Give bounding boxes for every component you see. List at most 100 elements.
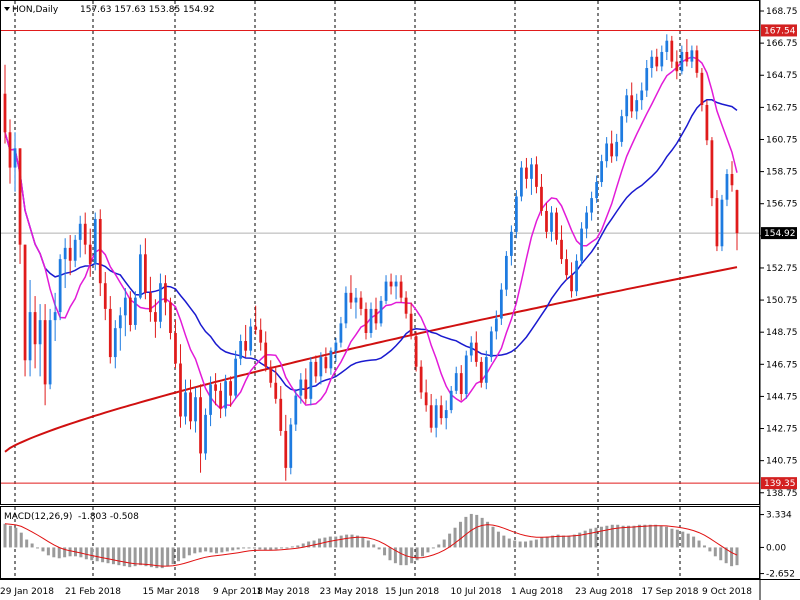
macd-bar: [106, 547, 110, 564]
candle-body: [439, 405, 443, 419]
candle-body: [259, 329, 263, 343]
macd-bar: [578, 532, 582, 548]
price-scale-label: 150.75: [766, 296, 798, 306]
macd-bar: [139, 547, 143, 566]
candle-body: [284, 430, 288, 468]
macd-bar: [155, 547, 159, 569]
macd-bar: [442, 539, 446, 548]
macd-bar: [464, 516, 468, 548]
macd-bar: [350, 534, 354, 548]
candle-body: [103, 283, 107, 309]
macd-bar: [220, 547, 224, 553]
candle-body: [610, 143, 614, 157]
candle-body: [304, 379, 308, 399]
candle-body: [730, 174, 734, 186]
macd-bar: [681, 531, 685, 548]
candle-body: [605, 143, 609, 162]
date-label: 1 May 2018: [257, 587, 310, 597]
macd-bar: [475, 514, 479, 548]
macd-bar: [556, 534, 560, 548]
macd-bar: [290, 546, 294, 548]
candle-body: [254, 326, 258, 330]
candle-body: [394, 281, 398, 287]
date-label: 9 Oct 2018: [702, 587, 752, 597]
candle-body: [550, 212, 553, 232]
macd-bar: [122, 547, 126, 567]
dropdown-arrow-icon[interactable]: [4, 7, 10, 11]
macd-scale-label: 0.00: [766, 543, 786, 553]
candle-body: [329, 350, 333, 369]
macd-bar: [209, 547, 213, 553]
price-scale-label: 156.75: [766, 200, 798, 210]
candle-body: [690, 50, 694, 62]
candle-body: [48, 320, 52, 385]
macd-bar: [258, 547, 262, 550]
candle-body: [33, 312, 37, 345]
macd-bar: [117, 547, 121, 566]
candle-body: [520, 167, 523, 197]
candle-body: [620, 116, 624, 142]
macd-bar: [621, 525, 625, 548]
candle-body: [735, 190, 739, 234]
macd-bar: [345, 534, 349, 548]
candle-body: [83, 223, 87, 245]
candle-body: [489, 331, 493, 358]
candle-body: [78, 223, 82, 240]
macd-values: -1.803 -0.508: [78, 512, 139, 522]
date-label: 21 Feb 2018: [65, 587, 121, 597]
macd-bar: [193, 547, 197, 554]
candle-body: [73, 239, 77, 261]
macd-bar: [8, 525, 12, 548]
candle-body: [650, 56, 654, 69]
macd-bar: [68, 547, 72, 557]
macd-bar: [301, 543, 305, 548]
macd-bar: [133, 547, 137, 567]
candle-body: [133, 297, 137, 325]
candle-body: [474, 342, 478, 362]
macd-bar: [317, 538, 321, 548]
candle-body: [28, 312, 32, 361]
candle-body: [23, 244, 27, 361]
macd-bar: [632, 525, 636, 548]
candle-body: [665, 40, 669, 52]
macd-bar: [561, 535, 565, 548]
macd-bar: [63, 547, 67, 558]
price-scale-label: 148.75: [766, 328, 798, 338]
macd-bar: [263, 547, 267, 551]
candle-body: [570, 275, 573, 292]
macd-bar: [545, 536, 549, 548]
candle-body: [389, 281, 393, 287]
macd-bar: [670, 528, 674, 548]
macd-bar: [524, 541, 528, 548]
candle-body: [63, 247, 67, 260]
macd-bar: [735, 547, 739, 566]
candle-body: [685, 51, 689, 62]
candle-body: [93, 218, 97, 264]
macd-bar: [79, 547, 83, 558]
macd-bar: [643, 524, 647, 548]
macd-bar: [383, 547, 387, 556]
candle-body: [379, 300, 383, 324]
candle-body: [274, 382, 278, 399]
candle-body: [53, 312, 57, 321]
candle-body: [264, 342, 268, 367]
candle-body: [164, 283, 167, 303]
price-scale-label: 142.75: [766, 425, 798, 435]
price-scale-label: 158.75: [766, 168, 798, 178]
candle-body: [199, 397, 202, 454]
candle-body: [504, 255, 508, 290]
candle-body: [700, 72, 704, 105]
macd-bar: [610, 524, 614, 548]
candle-body: [590, 198, 593, 213]
macd-bar: [280, 547, 284, 549]
candle-body: [705, 104, 709, 141]
candle-body: [615, 141, 619, 157]
macd-bar: [285, 547, 289, 549]
candle-body: [530, 164, 533, 179]
candle-body: [640, 90, 644, 101]
candle-body: [174, 332, 177, 364]
macd-bar: [675, 529, 679, 548]
